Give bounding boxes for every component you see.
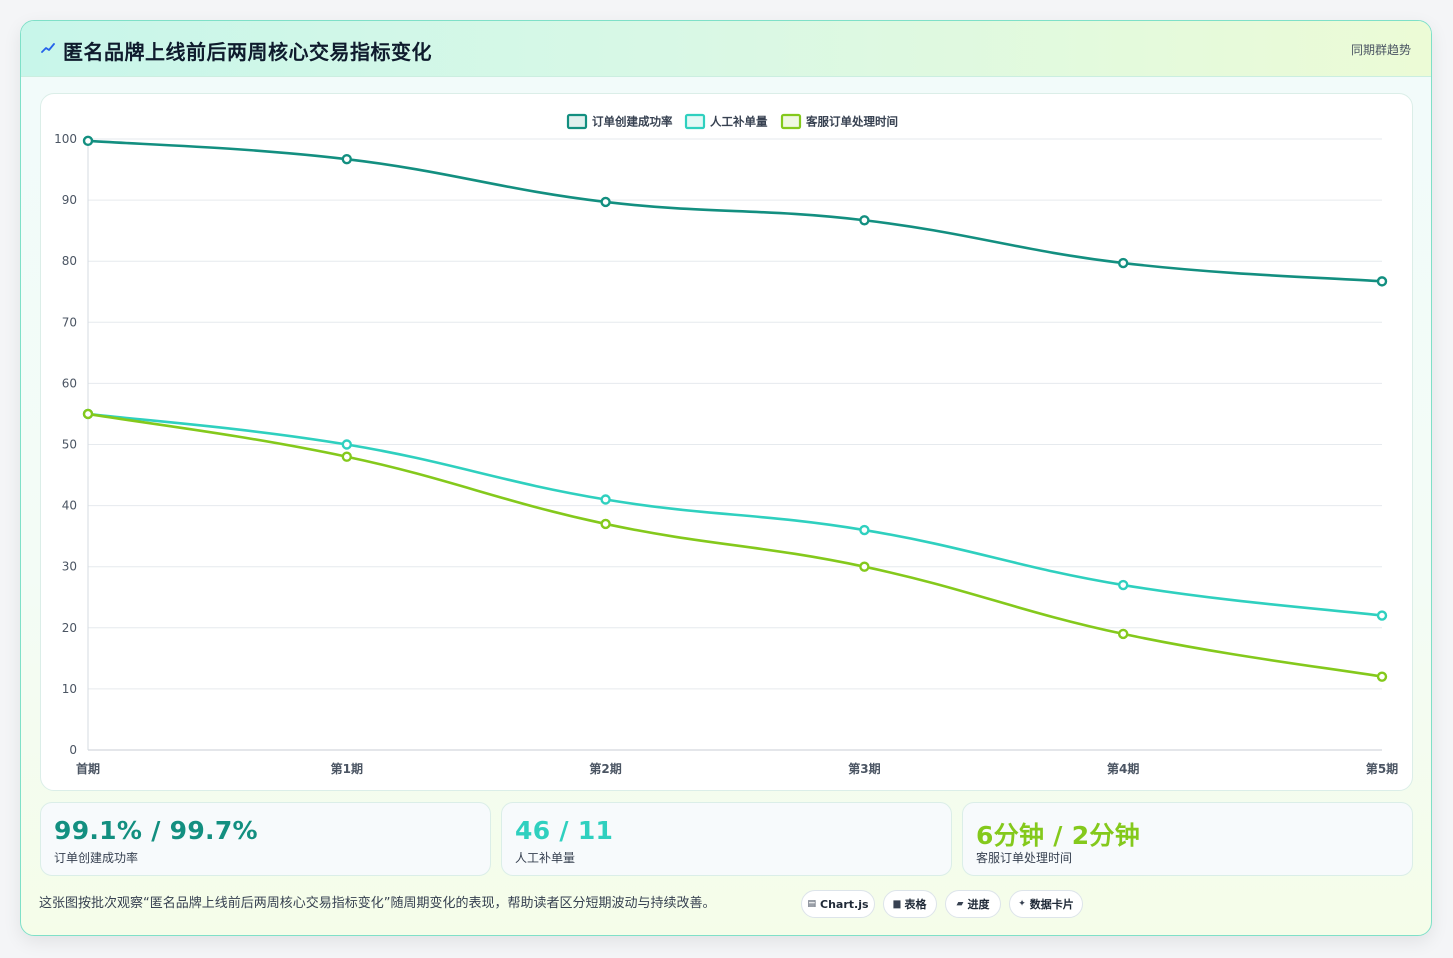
x-tick-label: 第5期 — [1366, 761, 1398, 776]
legend-swatch — [780, 113, 802, 130]
data-point — [341, 153, 352, 165]
metric-label: 订单创建成功率 — [54, 851, 139, 865]
metric-label: 客服订单处理时间 — [976, 851, 1073, 865]
pill-table[interactable]: ▆ 表格 — [883, 890, 937, 918]
metric-value: 6分钟 / 2分钟 — [976, 821, 1141, 850]
pill-label: 进度 — [967, 898, 990, 911]
data-point — [1376, 610, 1388, 621]
y-tick-label: 20 — [62, 621, 77, 635]
data-point — [82, 408, 94, 420]
x-tick-label: 第1期 — [331, 761, 363, 776]
card-header: 匿名品牌上线前后两周核心交易指标变化 同期群趋势 — [21, 21, 1431, 77]
chart-card: 匿名品牌上线前后两周核心交易指标变化 同期群趋势 0 10 20 30 40 50 60 70… — [20, 20, 1432, 936]
data-point — [859, 524, 870, 536]
chart-panel: 0 10 20 30 40 50 60 70 80 90 100 首期 第1期 第2期 第3期 第4期 第5期 订… — [40, 93, 1413, 791]
sparkle-icon: ✦ — [1018, 899, 1026, 909]
pill-label: 数据卡片 — [1029, 898, 1074, 911]
data-point — [600, 494, 611, 505]
legend-label: 订单创建成功率 — [592, 115, 673, 129]
data-point — [859, 215, 870, 226]
pill-label: 表格 — [904, 898, 927, 911]
series-line — [87, 412, 1383, 678]
metric-value: 99.1% / 99.7% — [54, 816, 258, 845]
data-point — [82, 135, 94, 147]
y-tick-label: 50 — [62, 438, 77, 452]
y-tick-label: 0 — [69, 743, 77, 757]
data-point — [1117, 628, 1129, 640]
pill-data-card[interactable]: ✦ 数据卡片 — [1009, 890, 1083, 918]
metric-card-2: 6分钟 / 2分钟 客服订单处理时间 — [962, 802, 1413, 876]
y-tick-label: 70 — [62, 315, 77, 329]
y-tick-label: 40 — [62, 499, 77, 513]
y-tick-label: 80 — [62, 254, 77, 268]
x-tick-label: 第4期 — [1107, 761, 1139, 776]
legend-label: 人工补单量 — [710, 115, 768, 129]
chart-caption: 这张图按批次观察“匿名品牌上线前后两周核心交易指标变化”随周期变化的表现，帮助读… — [39, 896, 716, 911]
data-point — [600, 518, 611, 530]
data-point — [341, 451, 352, 462]
pill-progress[interactable]: ▰ 进度 — [945, 890, 1001, 918]
data-point — [1376, 276, 1388, 287]
page-title: 匿名品牌上线前后两周核心交易指标变化 — [63, 40, 432, 64]
data-point — [341, 439, 352, 450]
metric-value: 46 / 11 — [515, 816, 614, 845]
data-point — [1376, 671, 1388, 682]
legend-label: 客服订单处理时间 — [805, 115, 898, 129]
metric-label: 人工补单量 — [515, 851, 576, 865]
y-tick-label: 100 — [54, 132, 77, 146]
x-tick-label: 第2期 — [589, 761, 621, 776]
metric-card-0: 99.1% / 99.7% 订单创建成功率 — [40, 802, 491, 876]
pill-chartjs[interactable]: ▤ Chart.js — [801, 890, 875, 918]
line-chart: 0 10 20 30 40 50 60 70 80 90 100 首期 第1期 第2期 第3期 第4期 第5期 订… — [54, 113, 1398, 776]
legend-swatch — [566, 113, 588, 130]
progress-icon: ▰ — [956, 899, 964, 909]
x-tick-label: 首期 — [76, 761, 100, 776]
metric-card-1: 46 / 11 人工补单量 — [501, 802, 952, 876]
data-point — [859, 561, 870, 572]
y-tick-label: 30 — [62, 560, 77, 574]
table-icon: ▆ — [893, 899, 901, 909]
chart-icon: ▤ — [807, 899, 816, 909]
header-tag: 同期群趋势 — [1350, 43, 1411, 57]
y-tick-label: 60 — [62, 376, 77, 390]
data-point — [1117, 257, 1129, 269]
chart-line-icon — [41, 43, 55, 53]
x-tick-label: 第3期 — [848, 761, 880, 776]
pill-label: Chart.js — [820, 897, 869, 911]
series-line — [87, 412, 1383, 617]
y-tick-label: 90 — [62, 193, 77, 207]
y-tick-label: 10 — [62, 682, 77, 696]
data-point — [600, 196, 611, 208]
series-line — [87, 139, 1383, 283]
data-point — [1117, 579, 1129, 591]
legend-swatch — [684, 113, 706, 130]
